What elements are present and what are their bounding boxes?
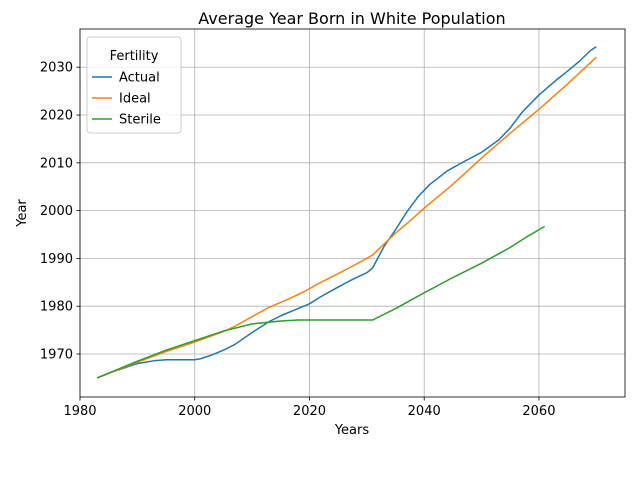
legend-entries: Actual Ideal Sterile <box>92 71 161 128</box>
legend-title: Fertility <box>110 49 159 64</box>
y-axis-ticks: 1970 1980 1990 2000 2010 2020 2030 <box>40 61 80 362</box>
legend-box <box>86 36 182 134</box>
legend: Fertility Actual Ideal Sterile <box>86 36 182 134</box>
y-tick-label: 1970 <box>40 347 73 362</box>
legend-label-ideal: Ideal <box>119 92 151 107</box>
y-tick-label: 2020 <box>40 109 73 124</box>
x-axis-ticks: 1980 2000 2020 2040 2060 <box>63 397 555 419</box>
x-axis-label: Years <box>334 423 370 438</box>
series-line-sterile <box>96 225 546 379</box>
y-tick-label: 2010 <box>40 156 73 171</box>
chart-title: Average Year Born in White Population <box>198 9 505 28</box>
x-tick-label: 2040 <box>408 404 441 419</box>
x-tick-label: 2020 <box>293 404 326 419</box>
y-tick-label: 1980 <box>40 300 73 315</box>
x-tick-label: 2060 <box>522 404 555 419</box>
legend-label-actual: Actual <box>119 71 160 86</box>
series-lines <box>96 46 597 379</box>
x-tick-label: 2000 <box>178 404 211 419</box>
y-axis-label: Year <box>15 199 30 228</box>
plot-frame <box>79 28 626 398</box>
x-tick-label: 1980 <box>63 404 96 419</box>
y-tick-label: 1990 <box>40 252 73 267</box>
y-tick-label: 2000 <box>40 204 73 219</box>
series-line-actual <box>96 46 597 379</box>
y-tick-label: 2030 <box>40 61 73 76</box>
legend-label-sterile: Sterile <box>119 113 161 128</box>
